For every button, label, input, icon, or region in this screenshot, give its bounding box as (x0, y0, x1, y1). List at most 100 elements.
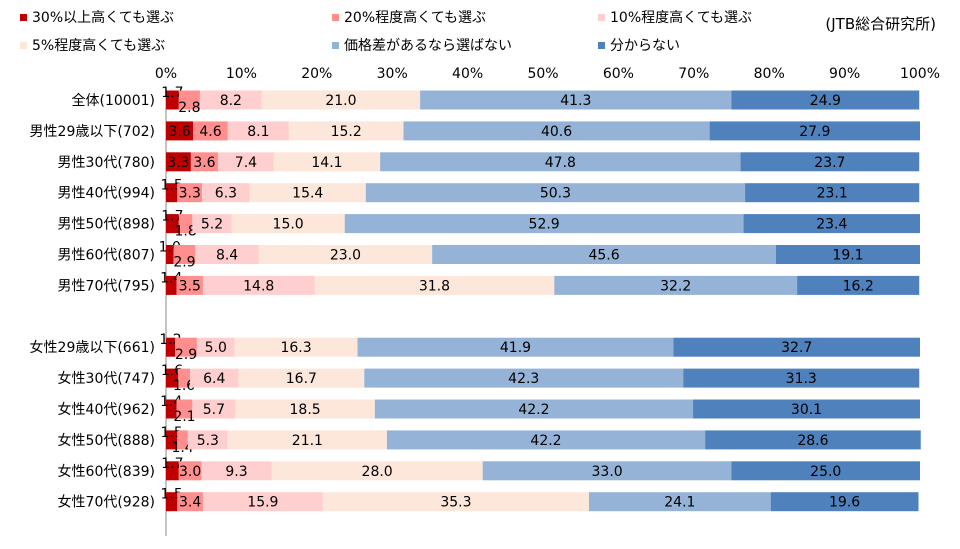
category-label: 男性30代(780) (58, 155, 155, 171)
bar-segment (554, 275, 798, 295)
data-label: 6.4 (203, 371, 225, 387)
legend-item: 分からない (598, 35, 680, 55)
x-tick-label: 0% (155, 66, 177, 82)
legend-item: 価格差があるなら選ばない (332, 35, 512, 55)
x-tick-label: 60% (603, 66, 634, 82)
bar-segment (201, 461, 272, 481)
data-label: 5.3 (197, 433, 219, 449)
bar-segment (192, 214, 232, 234)
legend-label: 分からない (610, 38, 680, 54)
legend-label: 20%程度高くても選ぶ (344, 10, 486, 26)
data-label: 1.6 (161, 363, 183, 379)
data-label: 7.4 (235, 155, 257, 171)
bar-segment (190, 368, 239, 388)
bar-segment (380, 152, 741, 172)
data-label: 24.1 (664, 495, 695, 511)
x-tick-label: 20% (301, 66, 332, 82)
x-tick-label: 100% (900, 66, 940, 82)
category-label: 全体(10001) (72, 92, 155, 109)
category-label: 男性40代(994) (58, 186, 155, 202)
bar-segment (177, 183, 203, 203)
data-label: 33.0 (592, 464, 623, 480)
data-label: 42.2 (530, 433, 561, 449)
bar-segment (166, 368, 179, 388)
x-tick-label: 30% (377, 66, 408, 82)
data-label: 14.1 (311, 155, 342, 171)
bar-segment (261, 90, 421, 110)
data-label: 16.3 (280, 340, 311, 356)
bar-segment (482, 461, 732, 481)
bar-segment (386, 430, 706, 450)
bar-segment (166, 461, 179, 481)
bar-segment (175, 337, 197, 357)
bar-segment (166, 337, 176, 357)
bar-segment (227, 121, 289, 141)
category-label: 女性50代(888) (58, 432, 155, 449)
legend-label: 30%以上高くても選ぶ (32, 10, 174, 26)
data-label: 18.5 (290, 402, 321, 418)
bar-segment (166, 245, 174, 264)
legend-swatch (598, 13, 605, 21)
data-label: 52.9 (529, 217, 560, 233)
data-label: 1.8 (174, 224, 196, 240)
data-label: 21.1 (292, 433, 323, 449)
bar-segment (731, 90, 920, 110)
data-label: 5.7 (203, 402, 225, 418)
bar-segment (374, 399, 694, 419)
bar-segment (166, 399, 177, 419)
data-label: 35.3 (440, 495, 471, 511)
data-label: 1.7 (161, 85, 183, 101)
data-label: 2.9 (175, 347, 197, 363)
category-label: 女性29歳以下(661) (30, 339, 155, 356)
data-label: 31.3 (786, 371, 817, 387)
data-label: 32.2 (660, 278, 691, 294)
data-label: 3.5 (179, 278, 201, 294)
bar-segment (178, 214, 193, 234)
category-label: 男性70代(795) (58, 278, 155, 294)
category-label: 男性60代(807) (58, 248, 155, 264)
bar-segment (235, 399, 375, 419)
bar-segment (178, 368, 191, 388)
data-label: 42.3 (508, 371, 539, 387)
data-label: 15.2 (331, 124, 362, 140)
data-label: 3.6 (168, 124, 190, 140)
bar-segment (177, 492, 203, 512)
bar-segment (344, 214, 744, 234)
data-label: 2.8 (178, 100, 200, 116)
bar-segment (190, 152, 219, 172)
data-label: 15.4 (292, 186, 323, 202)
bar-segment (234, 337, 358, 357)
bar-segment (178, 90, 200, 110)
data-label: 28.0 (362, 464, 393, 480)
data-label: 16.7 (286, 371, 317, 387)
category-label: 女性60代(839) (58, 463, 155, 480)
legend-swatch (332, 13, 339, 21)
data-label: 6.3 (215, 186, 237, 202)
bar-segment (196, 337, 235, 357)
bar-segment (176, 399, 193, 419)
category-label: 女性40代(962) (58, 401, 155, 418)
data-label: 2.1 (173, 409, 195, 425)
bar-segment (173, 245, 196, 264)
legend: 30%以上高くても選ぶ 20%程度高くても選ぶ 10%程度高くても選ぶ 5%程度高くて… (0, 0, 960, 58)
legend-item: 30%以上高くても選ぶ (20, 7, 174, 27)
bar-segment (288, 121, 404, 141)
bar-segment (775, 245, 920, 264)
data-label: 21.0 (325, 93, 356, 109)
legend-label: 価格差があるなら選ばない (344, 38, 512, 54)
bar-segment (740, 152, 920, 172)
bar-segment (743, 214, 920, 234)
data-label: 9.3 (225, 464, 247, 480)
legend-label: 5%程度高くても選ぶ (32, 38, 166, 54)
data-label: 1.6 (173, 378, 195, 394)
bar-segment (420, 90, 732, 110)
bar-segment (432, 245, 776, 264)
bar-segment (166, 183, 178, 203)
bar-segment (202, 275, 315, 295)
bar-segment (166, 214, 179, 234)
data-label: 27.9 (799, 124, 830, 140)
bar-segment (745, 183, 920, 203)
category-label: 女性30代(747) (58, 370, 155, 387)
data-label: 3.4 (179, 495, 201, 511)
